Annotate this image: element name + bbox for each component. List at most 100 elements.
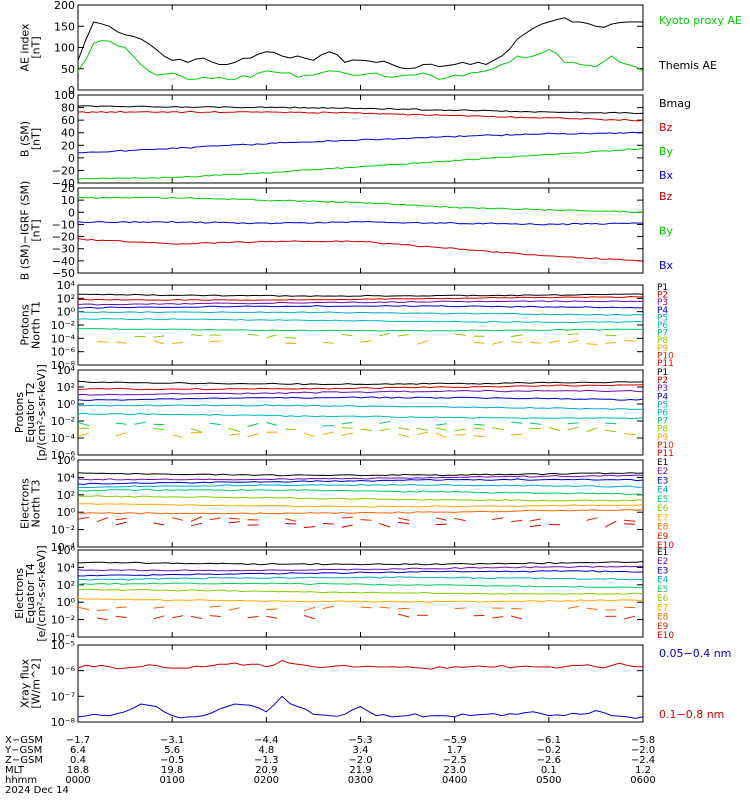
y-tick-label: 0 xyxy=(68,152,75,165)
channel-segment-p8 xyxy=(567,333,579,336)
channel-segment-p9 xyxy=(416,340,429,345)
channel-segment-e9 xyxy=(341,516,353,519)
footer-value: 0.1 xyxy=(541,765,557,776)
legend-entry: Bz xyxy=(659,121,673,134)
channel-line-e6 xyxy=(77,495,644,502)
footer-value: −5.9 xyxy=(443,735,467,746)
y-tick-label: 10⁻⁶ xyxy=(51,665,76,678)
channel-segment-p9 xyxy=(360,340,372,343)
y-tick-label: −40 xyxy=(52,177,75,190)
series-line-bz xyxy=(77,110,644,122)
channel-line-e2 xyxy=(77,565,644,572)
channel-line-p5 xyxy=(77,311,644,316)
channel-segment-e9 xyxy=(115,615,127,619)
y-tick-label: 10⁶ xyxy=(57,544,76,557)
footer-row-label: X−GSM xyxy=(5,735,43,746)
legend-entry: P8 xyxy=(657,425,668,435)
channel-segment-e8 xyxy=(209,605,221,608)
footer-value: 0000 xyxy=(65,775,90,786)
legend-entry: E5 xyxy=(657,495,668,505)
y-tick-label: 10⁻⁸ xyxy=(51,716,76,729)
channel-segment-p8 xyxy=(605,429,617,433)
channel-segment-p9 xyxy=(529,341,542,344)
channel-segment-p9 xyxy=(341,432,353,436)
channel-segment-p8 xyxy=(605,334,617,337)
legend-entry: E8 xyxy=(657,613,669,623)
y-tick-label: 10⁻² xyxy=(51,415,75,428)
y-tick-label: 10⁻⁶ xyxy=(51,346,76,359)
channel-segment-e8 xyxy=(77,606,90,611)
channel-line-e5 xyxy=(77,488,644,496)
channel-line-p6 xyxy=(77,318,644,324)
channel-segment-e10 xyxy=(285,523,297,525)
y-axis-label: AE index xyxy=(19,23,32,72)
footer-value: 20.9 xyxy=(255,765,277,776)
channel-segment-p8 xyxy=(379,428,391,432)
footer-value: 18.8 xyxy=(67,765,89,776)
footer-value: −3.1 xyxy=(160,735,184,746)
footer-value: 0.4 xyxy=(70,755,86,766)
channel-segment-e8 xyxy=(153,606,165,609)
series-line-bz xyxy=(77,238,644,262)
channel-line-p1 xyxy=(77,380,644,386)
legend-entry: P11 xyxy=(657,449,674,459)
legend-entry: E9 xyxy=(657,622,669,632)
channel-segment-p7 xyxy=(341,421,353,425)
channel-segment-p9 xyxy=(303,432,316,438)
y-tick-label: 10⁻⁴ xyxy=(51,332,76,345)
y-tick-label: 10⁴ xyxy=(57,471,76,484)
channel-line-e8 xyxy=(78,509,644,515)
y-tick-label: 10⁻² xyxy=(51,319,75,332)
channel-segment-e8 xyxy=(454,607,466,610)
channel-segment-e10 xyxy=(435,523,447,526)
legend-entry: E1 xyxy=(657,458,668,468)
channel-segment-p8 xyxy=(190,428,203,433)
channel-line-p5 xyxy=(77,404,644,410)
channel-segment-p9 xyxy=(473,435,485,438)
channel-segment-e9 xyxy=(398,613,410,618)
channel-segment-e8 xyxy=(586,607,598,610)
series-line-by xyxy=(77,196,644,214)
y-axis-label: Electrons xyxy=(19,478,32,529)
channel-segment-p9 xyxy=(586,343,598,346)
channel-segment-p8 xyxy=(586,427,598,433)
channel-segment-p9 xyxy=(492,340,504,345)
channel-line-p6 xyxy=(77,412,644,420)
legend-entry: E4 xyxy=(657,576,669,586)
channel-segment-p9 xyxy=(322,341,334,344)
legend-entry: Themis AE xyxy=(658,59,717,72)
y-tick-label: 150 xyxy=(54,20,75,33)
legend-entry: P9 xyxy=(657,344,668,354)
channel-segment-p9 xyxy=(567,339,579,344)
y-tick-label: 10² xyxy=(57,381,75,394)
legend-entry: E9 xyxy=(657,532,669,542)
channel-segment-p9 xyxy=(228,433,240,436)
y-tick-label: 10⁻⁷ xyxy=(51,690,75,703)
footer-value: 0500 xyxy=(536,775,561,786)
legend-entry: P4 xyxy=(657,392,668,402)
channel-segment-p9 xyxy=(77,432,90,437)
legend-entry: E1 xyxy=(657,548,668,558)
channel-line-p2 xyxy=(77,384,644,391)
channel-line-e4 xyxy=(77,483,644,488)
y-tick-label: 10⁰ xyxy=(57,596,76,609)
channel-segment-e9 xyxy=(153,615,165,620)
footer-row-label: Y−GSM xyxy=(4,745,42,756)
channel-segment-p9 xyxy=(548,340,560,344)
legend-entry: Bmag xyxy=(659,97,691,110)
channel-segment-p8 xyxy=(548,426,560,432)
channel-segment-p9 xyxy=(247,433,259,438)
channel-segment-e9 xyxy=(492,616,504,619)
footer-value: 5.6 xyxy=(164,745,180,756)
legend-entry: E4 xyxy=(657,486,669,496)
channel-segment-p8 xyxy=(435,427,447,431)
legend-entry: E10 xyxy=(657,541,674,551)
channel-segment-p8 xyxy=(454,428,466,432)
channel-segment-p7 xyxy=(209,422,221,426)
channel-segment-e10 xyxy=(153,522,165,526)
y-tick-label: 10⁻⁸ xyxy=(51,359,76,372)
y-axis-label: [nT] xyxy=(30,128,43,150)
panel-frame xyxy=(77,4,644,91)
channel-segment-e9 xyxy=(115,517,127,521)
footer-value: 0200 xyxy=(254,775,279,786)
